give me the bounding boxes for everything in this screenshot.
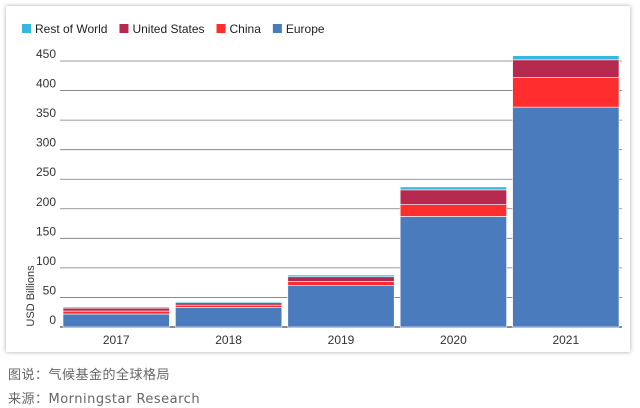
y-tick-labels: 0 50 100 150 200 250 300 350 400 450 (36, 47, 56, 327)
y-tick-label: 400 (36, 77, 56, 91)
figure-caption: 图说：气候基金的全球格局 (8, 368, 171, 383)
x-tick-label: 2020 (440, 333, 467, 347)
chart-figure: Rest of World United States China Europe 0 5… (6, 6, 630, 352)
bar-segment (62, 310, 170, 315)
bar-segment (512, 55, 620, 61)
bar-segment (399, 216, 507, 328)
legend-label: Rest of World (35, 22, 107, 36)
legend-item: China (216, 22, 262, 36)
bar-segment (287, 274, 395, 278)
bar-segment (399, 186, 507, 191)
x-tick-labels: 2017 2018 2019 2020 2021 (103, 333, 580, 347)
bar-segment (62, 307, 170, 312)
stacked-bar-chart: Rest of World United States China Europe 0 5… (22, 22, 622, 347)
bar-segment (512, 59, 620, 78)
legend-item: Rest of World (22, 22, 107, 36)
legend-label: China (230, 22, 262, 36)
x-tick-label: 2021 (552, 333, 579, 347)
bar-segment (512, 77, 620, 108)
y-axis-label: USD Billions (25, 265, 37, 327)
legend-label: United States (132, 22, 204, 36)
bar-segment (175, 301, 283, 304)
bars (62, 55, 620, 328)
y-tick-label: 100 (36, 254, 56, 268)
bar-segment (399, 189, 507, 205)
legend-item: United States (119, 22, 205, 36)
bar-segment (62, 313, 170, 328)
y-tick-label: 300 (36, 136, 56, 150)
bar-segment (287, 285, 395, 328)
bar-segment (287, 276, 395, 282)
y-tick-label: 200 (36, 195, 56, 209)
y-tick-label: 350 (36, 106, 56, 120)
bar-segment (512, 106, 620, 328)
x-tick-label: 2017 (103, 333, 130, 347)
y-tick-label: 150 (36, 224, 56, 238)
y-tick-label: 450 (36, 47, 56, 61)
bar-segment (175, 304, 283, 308)
legend-swatch (272, 24, 282, 33)
chart-legend: Rest of World United States China Europe (22, 22, 325, 36)
source-caption: 来源：Morningstar Research (8, 392, 201, 407)
bar-segment (287, 281, 395, 286)
x-tick-label: 2019 (328, 333, 355, 347)
legend-swatch (22, 24, 31, 33)
legend-item: Europe (272, 22, 325, 36)
y-tick-label: 0 (49, 313, 56, 327)
legend-swatch (119, 24, 129, 33)
y-tick-label: 50 (43, 283, 57, 297)
legend-swatch (216, 24, 226, 33)
x-tick-label: 2018 (215, 333, 242, 347)
bar-segment (175, 307, 283, 328)
legend-label: Europe (286, 22, 325, 36)
y-tick-label: 250 (36, 165, 56, 179)
bar-segment (399, 204, 507, 217)
bar-segment (175, 302, 283, 306)
bar-segment (62, 306, 170, 309)
